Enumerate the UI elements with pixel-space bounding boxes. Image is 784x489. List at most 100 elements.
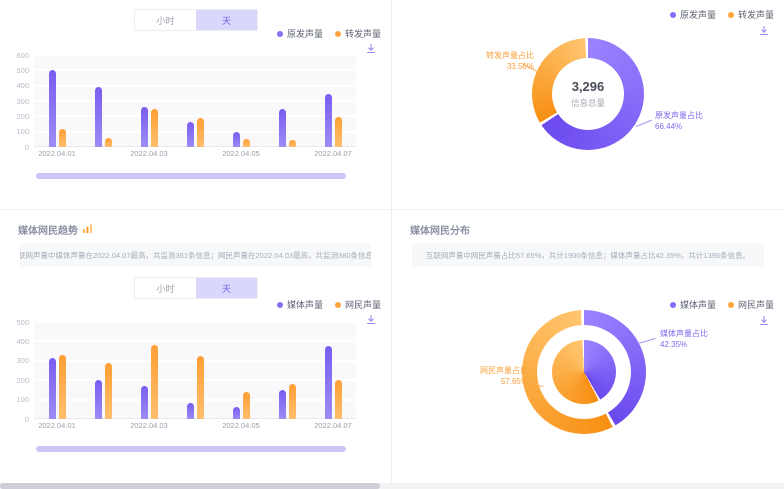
x-tick-label	[80, 420, 126, 432]
x-tick-label	[80, 148, 126, 160]
total-value: 3,296	[571, 79, 605, 94]
inner-pie[interactable]	[552, 340, 616, 404]
legend-item-repost[interactable]: 转发声量	[334, 27, 381, 40]
bar-group-2022.04.06[interactable]	[264, 322, 310, 419]
y-tick-label: 200	[16, 111, 29, 121]
legend-item-netizen[interactable]: 网民声量	[334, 298, 381, 311]
gridline	[34, 340, 356, 343]
bar-group-2022.04.07[interactable]	[310, 322, 356, 419]
bar-group-2022.04.06[interactable]	[264, 55, 310, 147]
panel-title-text: 媒体网民分布	[410, 226, 470, 237]
bar-group-2022.04.05[interactable]	[218, 322, 264, 419]
bar-原发声量[interactable]	[186, 121, 194, 147]
bar-媒体声量[interactable]	[232, 407, 240, 419]
bar-网民声量[interactable]	[58, 354, 66, 419]
gridline	[34, 100, 356, 102]
donut-chart-origin-repost[interactable]: 3,296 信息总量	[532, 38, 644, 150]
datazoom-slider[interactable]	[36, 446, 346, 452]
toggle-day-button[interactable]: 天	[196, 10, 257, 30]
y-tick-label: 600	[16, 50, 29, 60]
bar-原发声量[interactable]	[94, 87, 102, 147]
toggle-day-button[interactable]: 天	[196, 278, 257, 298]
bar-转发声量[interactable]	[196, 117, 204, 147]
total-label: 信息总量	[570, 98, 605, 108]
donut-chart-media-netizen[interactable]	[522, 310, 646, 434]
datazoom-slider[interactable]	[36, 173, 346, 179]
download-icon[interactable]	[365, 42, 377, 54]
bar-group-2022.04.03[interactable]	[126, 322, 172, 419]
bar-转发声量[interactable]	[58, 128, 66, 147]
bar-媒体声量[interactable]	[94, 380, 102, 419]
bar-网民声量[interactable]	[104, 362, 112, 419]
bar-原发声量[interactable]	[232, 131, 240, 147]
legend-dot-icon	[334, 30, 341, 37]
bar-group-2022.04.03[interactable]	[126, 55, 172, 147]
bar-原发声量[interactable]	[140, 107, 148, 147]
gridline	[34, 321, 356, 323]
bar-原发声量[interactable]	[48, 70, 56, 147]
legend-dot-icon	[727, 301, 734, 308]
horizontal-scrollbar-track[interactable]	[0, 483, 784, 489]
bar-媒体声量[interactable]	[140, 386, 148, 419]
x-tick-label	[264, 148, 310, 160]
leader-line	[637, 338, 656, 344]
bar-媒体声量[interactable]	[324, 346, 332, 419]
gridline	[34, 359, 356, 362]
bar-group-2022.04.07[interactable]	[310, 55, 356, 147]
legend-item-media[interactable]: 媒体声量	[669, 298, 716, 311]
x-axis: 2022.04.01 2022.04.03 2022.04.05 2022.04.07	[34, 420, 356, 432]
legend-label: 媒体声量	[679, 300, 716, 310]
bar-网民声量[interactable]	[334, 380, 342, 419]
legend-item-repost[interactable]: 转发声量	[727, 8, 774, 21]
bar-转发声量[interactable]	[334, 117, 342, 147]
y-tick-label: 400	[16, 80, 29, 90]
panel-title-text: 媒体网民趋势	[18, 226, 78, 237]
bar-group-2022.04.01[interactable]	[34, 322, 80, 419]
gridline	[34, 146, 356, 147]
legend-item-media[interactable]: 媒体声量	[276, 298, 323, 311]
bar-group-2022.04.04[interactable]	[172, 322, 218, 419]
horizontal-scrollbar-thumb[interactable]	[0, 483, 380, 489]
legend-dot-icon	[669, 301, 676, 308]
bar-group-2022.04.02[interactable]	[80, 55, 126, 147]
bar-转发声量[interactable]	[288, 140, 296, 147]
bar-网民声量[interactable]	[150, 345, 158, 419]
bar-group-2022.04.01[interactable]	[34, 55, 80, 147]
legend-label: 媒体声量	[286, 300, 323, 310]
bar-转发声量[interactable]	[242, 139, 250, 147]
y-tick-label: 100	[16, 394, 29, 404]
bar-chart-media-netizen: 0 100 200 300 400 500 2022.04.01 2022.04.03 202…	[6, 318, 356, 432]
bar-原发声量[interactable]	[324, 94, 332, 147]
legend-item-netizen[interactable]: 网民声量	[727, 298, 774, 311]
legend-item-origin[interactable]: 原发声量	[669, 8, 716, 21]
bar-媒体声量[interactable]	[48, 357, 56, 419]
panel-origin-repost-trend: 小时 天 原发声量 转发声量 0 100 200 300 400 500 600 2022.…	[0, 0, 392, 210]
download-icon[interactable]	[365, 313, 377, 325]
bar-转发声量[interactable]	[150, 108, 158, 147]
toggle-hour-button[interactable]: 小时	[135, 278, 196, 298]
bar-网民声量[interactable]	[242, 391, 250, 419]
legend-label: 转发声量	[344, 29, 381, 39]
bar-group-2022.04.05[interactable]	[218, 55, 264, 147]
bar-网民声量[interactable]	[288, 384, 296, 419]
bar-原发声量[interactable]	[278, 108, 286, 147]
toggle-hour-button[interactable]: 小时	[135, 10, 196, 30]
download-icon[interactable]	[758, 314, 770, 326]
bar-媒体声量[interactable]	[278, 389, 286, 419]
bar-媒体声量[interactable]	[186, 403, 194, 419]
bar-group-2022.04.02[interactable]	[80, 322, 126, 419]
x-axis: 2022.04.01 2022.04.03 2022.04.05 2022.04.07	[34, 148, 356, 160]
bar-转发声量[interactable]	[104, 137, 112, 147]
download-icon[interactable]	[758, 24, 770, 36]
bar-group-2022.04.04[interactable]	[172, 55, 218, 147]
y-tick-label: 500	[16, 65, 29, 75]
bar-网民声量[interactable]	[196, 355, 204, 419]
pie-label-media: 媒体声量占比 42.35%	[660, 328, 708, 350]
x-tick-label: 2022.04.03	[130, 149, 168, 158]
chart-legend: 媒体声量 网民声量	[669, 298, 774, 311]
legend-item-origin[interactable]: 原发声量	[276, 27, 323, 40]
legend-label: 转发声量	[737, 10, 774, 20]
chart-legend: 媒体声量 网民声量	[276, 298, 381, 311]
legend-label: 网民声量	[737, 300, 774, 310]
